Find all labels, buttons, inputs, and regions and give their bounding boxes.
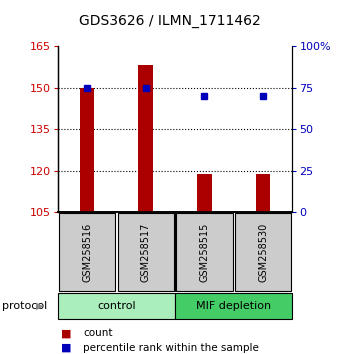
Text: count: count bbox=[83, 329, 113, 338]
Bar bbox=[235, 213, 291, 291]
Bar bbox=[80, 87, 95, 212]
Bar bbox=[175, 293, 292, 319]
Text: ■: ■ bbox=[61, 343, 72, 353]
Bar bbox=[59, 213, 115, 291]
Text: GSM258515: GSM258515 bbox=[200, 223, 209, 282]
Text: ▶: ▶ bbox=[36, 301, 44, 311]
Bar bbox=[138, 65, 153, 212]
Bar bbox=[197, 173, 212, 212]
Text: percentile rank within the sample: percentile rank within the sample bbox=[83, 343, 259, 353]
Text: GSM258530: GSM258530 bbox=[258, 223, 268, 282]
Bar bbox=[118, 213, 174, 291]
Text: control: control bbox=[97, 301, 136, 311]
Text: protocol: protocol bbox=[2, 301, 47, 311]
Bar bbox=[256, 173, 270, 212]
Bar bbox=[58, 293, 175, 319]
Text: GSM258516: GSM258516 bbox=[82, 223, 92, 282]
Text: GDS3626 / ILMN_1711462: GDS3626 / ILMN_1711462 bbox=[79, 14, 261, 28]
Bar bbox=[176, 213, 233, 291]
Text: MIF depletion: MIF depletion bbox=[196, 301, 271, 311]
Text: GSM258517: GSM258517 bbox=[141, 223, 151, 282]
Text: ■: ■ bbox=[61, 329, 72, 338]
